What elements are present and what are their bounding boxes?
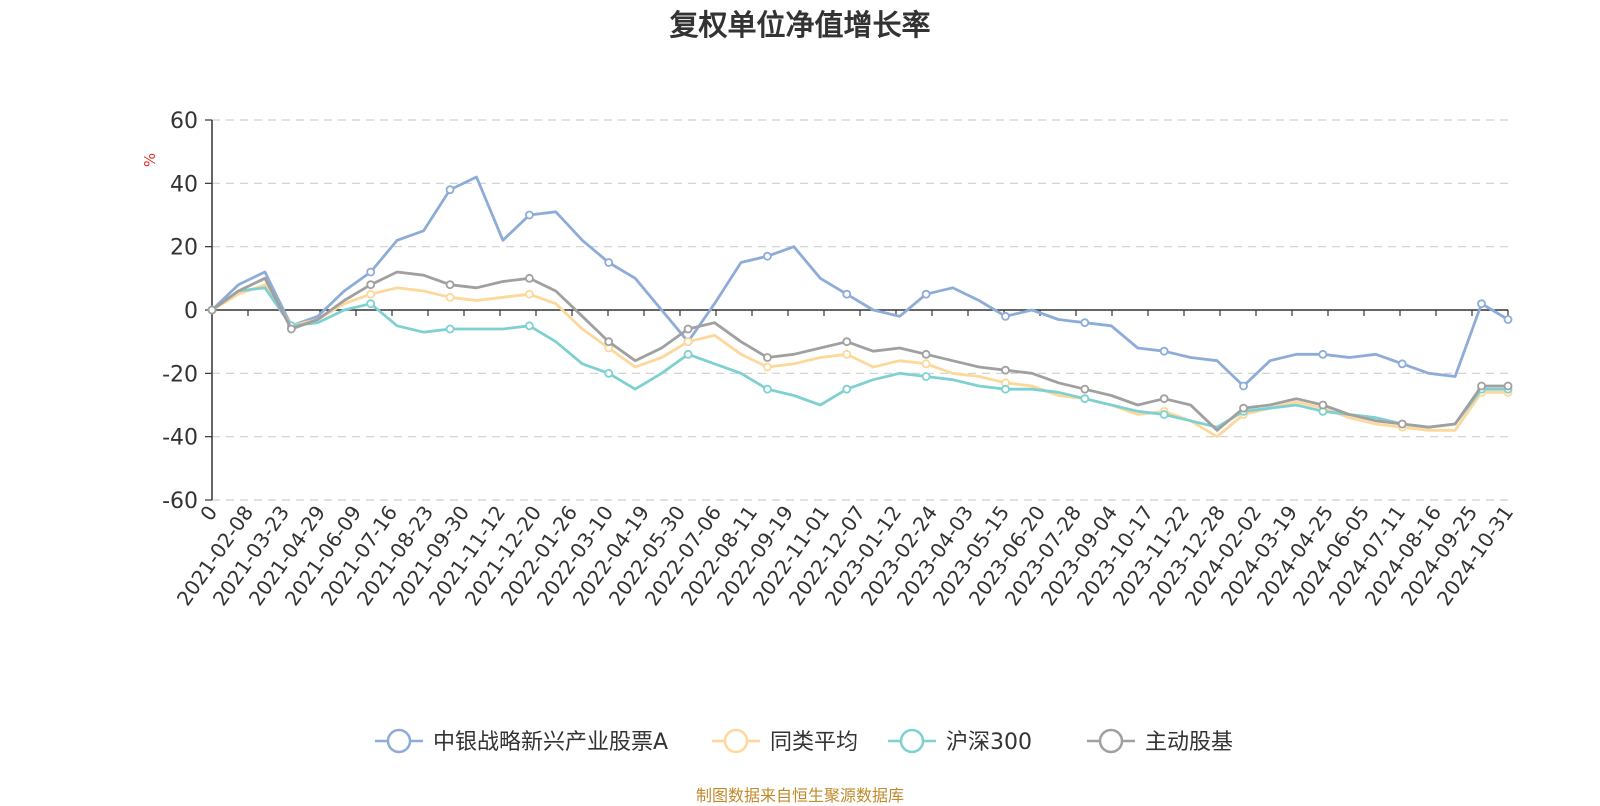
data-point bbox=[286, 324, 296, 334]
y-tick-label: 20 bbox=[170, 236, 198, 261]
y-axis-label: % bbox=[141, 153, 159, 167]
data-point bbox=[1397, 419, 1407, 429]
legend-marker-icon bbox=[723, 728, 749, 754]
data-point bbox=[921, 372, 931, 381]
data-point bbox=[524, 273, 534, 283]
data-point bbox=[1080, 318, 1090, 328]
data-point bbox=[921, 349, 931, 359]
data-point bbox=[1318, 400, 1328, 410]
data-point bbox=[604, 337, 614, 347]
data-point bbox=[524, 289, 534, 299]
data-point bbox=[842, 337, 852, 347]
data-source-note: 制图数据来自恒生聚源数据库 bbox=[695, 786, 904, 805]
legend-label: 中银战略新兴产业股票A bbox=[433, 730, 668, 755]
data-point bbox=[1159, 410, 1169, 419]
legend-label: 沪深300 bbox=[946, 730, 1032, 755]
data-point bbox=[763, 251, 772, 261]
chart-title: 复权单位净值增长率 bbox=[669, 8, 931, 42]
series-line-3 bbox=[211, 286, 1508, 429]
data-point bbox=[445, 292, 455, 302]
data-point bbox=[1477, 381, 1486, 391]
data-point bbox=[366, 289, 376, 299]
data-point bbox=[524, 210, 534, 220]
data-point bbox=[1239, 403, 1248, 413]
legend-marker-icon bbox=[386, 728, 412, 754]
data-point bbox=[366, 280, 376, 290]
data-point bbox=[683, 324, 693, 334]
data-point bbox=[921, 289, 931, 299]
data-point bbox=[1159, 394, 1169, 404]
data-point bbox=[1080, 384, 1090, 394]
data-point bbox=[1159, 346, 1169, 356]
data-point bbox=[445, 324, 455, 334]
data-point bbox=[842, 289, 852, 299]
data-point bbox=[1397, 359, 1407, 369]
series-line-4 bbox=[211, 270, 1508, 432]
data-point bbox=[683, 349, 693, 359]
data-point bbox=[1080, 394, 1090, 404]
data-point bbox=[1477, 299, 1486, 309]
data-point bbox=[1318, 349, 1328, 359]
legend-marker-icon bbox=[899, 728, 925, 754]
data-point bbox=[842, 349, 852, 359]
legend-label: 主动股基 bbox=[1145, 730, 1233, 755]
data-point bbox=[1503, 315, 1513, 324]
data-point bbox=[366, 299, 376, 309]
series-line-2 bbox=[211, 283, 1508, 439]
x-tick-label: 0 bbox=[195, 501, 222, 525]
y-tick-label: -60 bbox=[162, 489, 198, 514]
data-point bbox=[604, 368, 614, 378]
data-point bbox=[207, 305, 217, 315]
y-tick-label: 0 bbox=[184, 299, 198, 324]
data-point bbox=[1001, 311, 1010, 321]
data-point bbox=[445, 185, 455, 195]
y-tick-label: 40 bbox=[170, 172, 198, 197]
data-point bbox=[763, 353, 772, 362]
legend-label: 同类平均 bbox=[770, 730, 858, 755]
data-point bbox=[445, 280, 455, 290]
data-point bbox=[842, 384, 852, 394]
data-point bbox=[763, 384, 772, 394]
data-point bbox=[683, 337, 693, 347]
data-point bbox=[1001, 384, 1010, 394]
series-line-1 bbox=[211, 175, 1509, 388]
data-point bbox=[1503, 381, 1513, 391]
data-point bbox=[524, 321, 534, 331]
y-tick-label: 60 bbox=[170, 109, 198, 134]
legend-marker-icon bbox=[1098, 728, 1124, 754]
y-tick-label: -40 bbox=[162, 426, 198, 451]
data-point bbox=[1239, 381, 1248, 391]
data-point bbox=[1001, 365, 1010, 375]
y-tick-label: -20 bbox=[162, 362, 198, 387]
data-point bbox=[604, 258, 614, 267]
data-point bbox=[366, 267, 376, 277]
data-point bbox=[763, 362, 772, 372]
data-point bbox=[921, 359, 931, 369]
